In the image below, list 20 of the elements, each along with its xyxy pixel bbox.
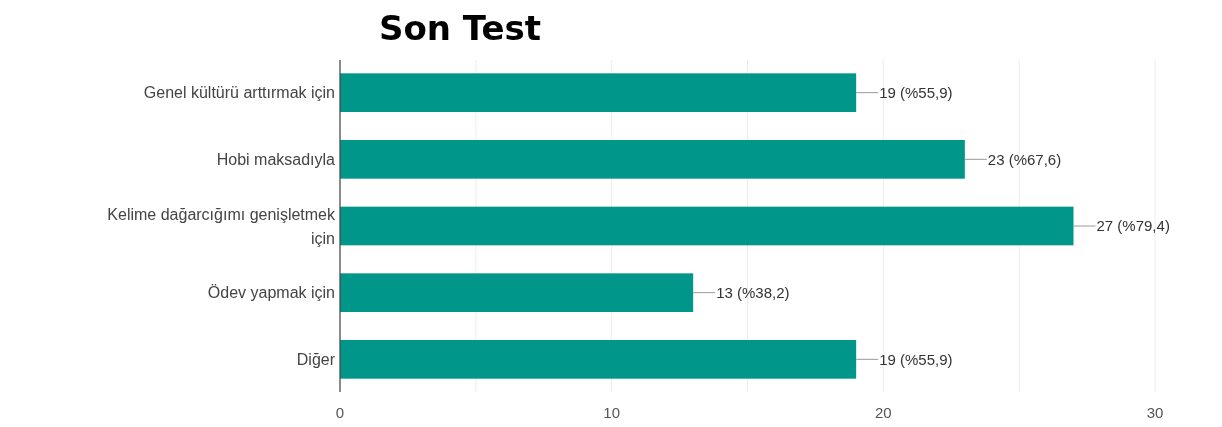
data-label: 19 (%55,9) [879, 350, 953, 368]
x-tick-label: 0 [335, 404, 345, 421]
data-label: 19 (%55,9) [879, 83, 953, 101]
bar [340, 140, 965, 179]
y-tick-label: Genel kültürü arttırmak için [143, 84, 335, 102]
bar [340, 206, 1074, 246]
x-tick-label: 10 [603, 404, 621, 421]
data-label: 23 (%67,6) [987, 150, 1062, 168]
x-tick-label: 30 [1146, 404, 1164, 421]
y-tick-label: Hobi maksadıyla [216, 150, 336, 168]
data-label: 27 (%79,4) [1096, 217, 1170, 235]
y-tick-label: Ödev yapmak için [207, 284, 335, 302]
y-tick-label: Diğer [296, 350, 336, 368]
bar [340, 73, 857, 112]
bar [340, 340, 857, 379]
data-label: 13 (%38,2) [716, 283, 790, 301]
bar [340, 273, 694, 312]
x-tick-label: 20 [874, 404, 892, 421]
chart-title: Son Test [378, 8, 542, 48]
y-tick-label: Kelime dağarcığımı genişletmek için [107, 205, 336, 247]
